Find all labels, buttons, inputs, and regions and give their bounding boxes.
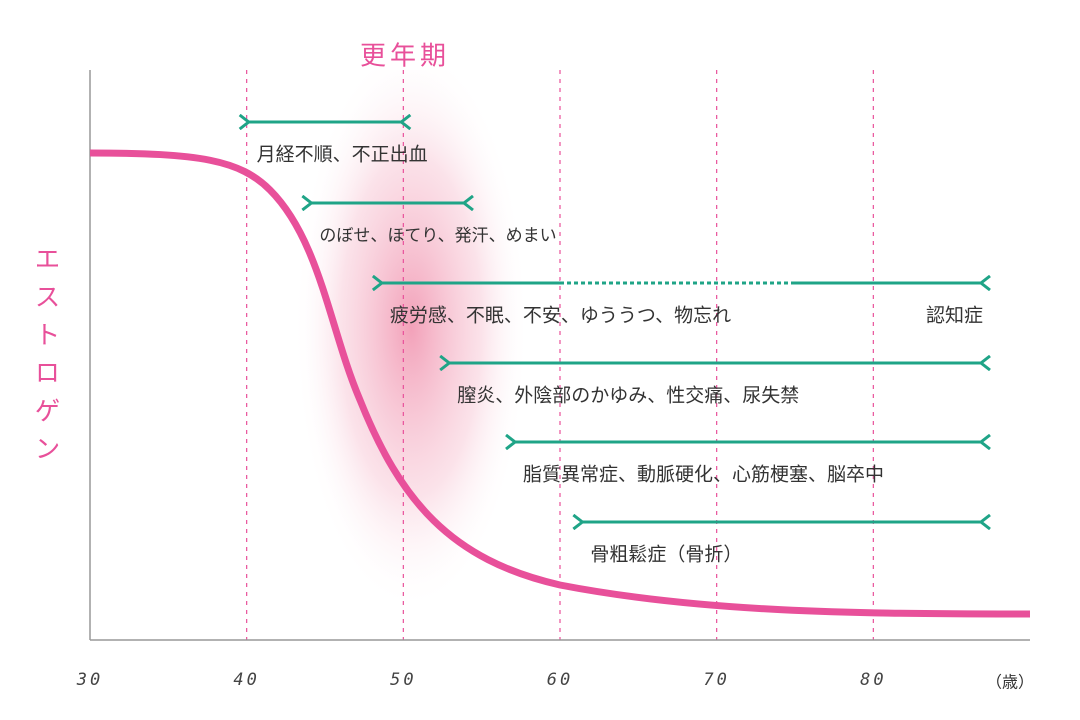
- x-tick-label: 30: [76, 670, 103, 690]
- x-tick-label: 80: [860, 670, 886, 690]
- x-tick-label: 50: [390, 670, 416, 690]
- x-tick-label: 60: [547, 670, 573, 690]
- estrogen-curve: [89, 149, 1031, 618]
- range-label: 疲労感、不眠、不安、ゆううつ、物忘れ: [390, 305, 731, 327]
- range-label: 膣炎、外陰部のかゆみ、性交痛、尿失禁: [457, 385, 799, 407]
- range-label: 骨粗鬆症（骨折）: [590, 544, 742, 566]
- range-label: 脂質異常症、動脈硬化、心筋梗塞、脳卒中: [523, 464, 884, 486]
- range-end-label: 認知症: [926, 305, 983, 327]
- range-label: 月経不順、不正出血: [257, 144, 428, 166]
- menopause-title: 更年期: [360, 42, 450, 72]
- y-axis-label: エストロゲン: [30, 245, 60, 473]
- x-tick-label: 40: [233, 670, 259, 690]
- range-label: のぼせ、ほてり、発汗、めまい: [319, 226, 556, 246]
- x-unit-label: （歳）: [986, 673, 1034, 692]
- x-tick-label: 70: [703, 670, 729, 690]
